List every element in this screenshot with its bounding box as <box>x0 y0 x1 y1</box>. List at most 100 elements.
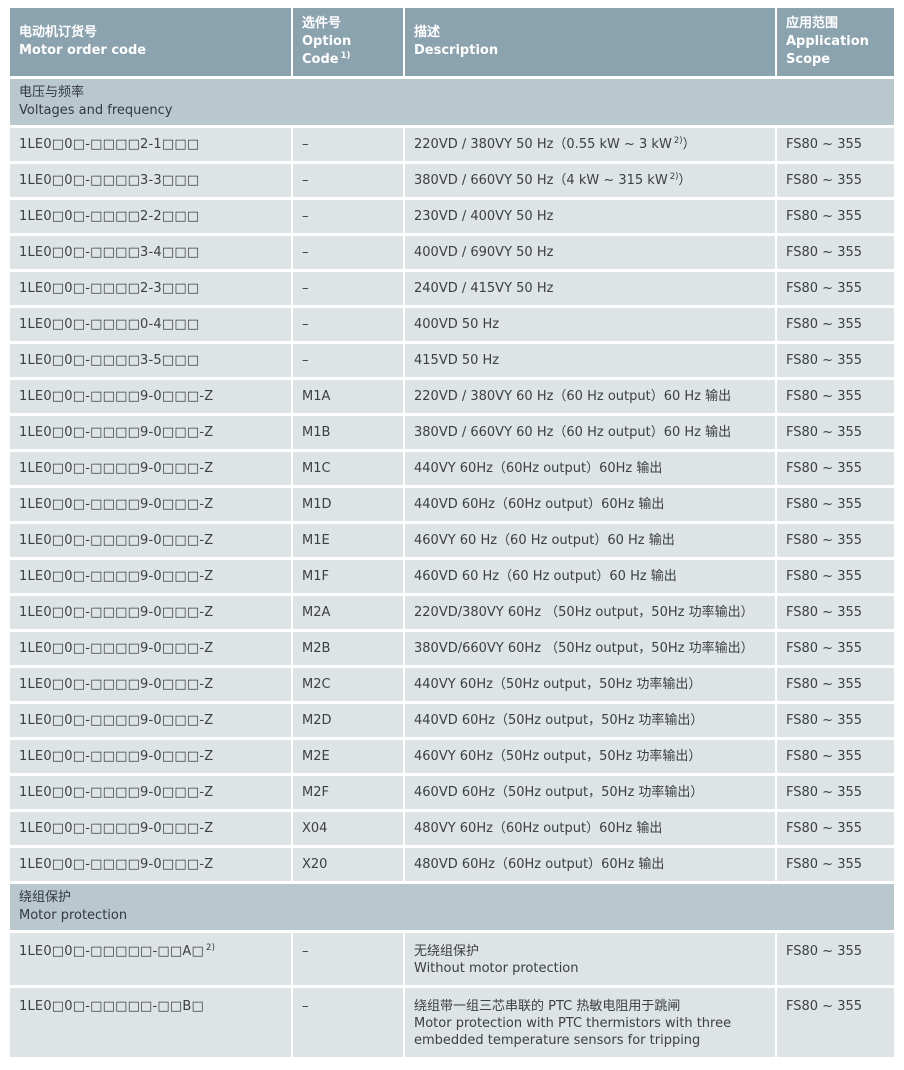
table-row: 1LE0□0□-□□□□9-0□□□-Z M1C 440VY 60Hz（60Hz… <box>10 450 894 488</box>
description-cell: 380VD / 660VY 60 Hz（60 Hz output）60 Hz 输… <box>404 414 777 452</box>
section-title-zh: 电压与频率 <box>19 85 85 100</box>
option-code-cell: M2E <box>292 738 405 776</box>
description-cell: 400VD 50 Hz <box>404 306 777 344</box>
application-scope-cell: FS80 ~ 355 <box>776 198 894 236</box>
motor-order-table: 电动机订货号 Motor order code 选件号 Option Code 1… <box>10 8 894 1060</box>
section-title-en: Voltages and frequency <box>19 103 173 118</box>
application-scope-cell: FS80 ~ 355 <box>776 414 894 452</box>
description-cell: 220VD / 380VY 60 Hz（60 Hz output）60 Hz 输… <box>404 378 777 416</box>
description-cell: 380VD/660VY 60Hz （50Hz output，50Hz 功率输出） <box>404 630 777 668</box>
description-cell: 440VD 60Hz（60Hz output）60Hz 输出 <box>404 486 777 524</box>
option-code-cell: M1F <box>292 558 405 596</box>
description-cell: 440VY 60Hz（50Hz output，50Hz 功率输出） <box>404 666 777 704</box>
description-cell: 220VD/380VY 60Hz （50Hz output，50Hz 功率输出） <box>404 594 777 632</box>
application-scope-cell: FS80 ~ 355 <box>776 126 894 164</box>
application-scope-cell: FS80 ~ 355 <box>776 931 894 988</box>
application-scope-cell: FS80 ~ 355 <box>776 986 894 1060</box>
table-row: 1LE0□0□-□□□□□-□□B□ – 绕组带一组三芯串联的 PTC 热敏电阻… <box>10 986 894 1060</box>
description-cell: 380VD / 660VY 50 Hz（4 kW ~ 315 kW 2)） <box>404 162 777 200</box>
option-code-cell: – <box>292 234 405 272</box>
order-code-cell: 1LE0□0□-□□□□□-□□A□ 2) <box>10 931 293 988</box>
application-scope-cell: FS80 ~ 355 <box>776 270 894 308</box>
section-header-row: 绕组保护 Motor protection <box>10 882 894 933</box>
section-header-row: 电压与频率 Voltages and frequency <box>10 77 894 128</box>
order-code-cell: 1LE0□0□-□□□□9-0□□□-Z <box>10 702 293 740</box>
header-zh: 电动机订货号 <box>19 25 98 40</box>
option-code-cell: – <box>292 198 405 236</box>
description-cell: 240VD / 415VY 50 Hz <box>404 270 777 308</box>
option-code-cell: M2B <box>292 630 405 668</box>
table-row: 1LE0□0□-□□□□9-0□□□-Z M2C 440VY 60Hz（50Hz… <box>10 666 894 704</box>
description-cell: 460VY 60Hz（50Hz output，50Hz 功率输出） <box>404 738 777 776</box>
table-row: 1LE0□0□-□□□□2-2□□□ – 230VD / 400VY 50 Hz… <box>10 198 894 236</box>
table-row: 1LE0□0□-□□□□3-5□□□ – 415VD 50 Hz FS80 ~ … <box>10 342 894 380</box>
application-scope-cell: FS80 ~ 355 <box>776 666 894 704</box>
application-scope-cell: FS80 ~ 355 <box>776 378 894 416</box>
order-code-cell: 1LE0□0□-□□□□9-0□□□-Z <box>10 378 293 416</box>
application-scope-cell: FS80 ~ 355 <box>776 162 894 200</box>
column-header-description: 描述 Description <box>404 8 777 79</box>
table-row: 1LE0□0□-□□□□9-0□□□-Z M1B 380VD / 660VY 6… <box>10 414 894 452</box>
description-cell: 480VD 60Hz（60Hz output）60Hz 输出 <box>404 846 777 884</box>
description-cell: 220VD / 380VY 50 Hz（0.55 kW ~ 3 kW 2)） <box>404 126 777 164</box>
order-code-cell: 1LE0□0□-□□□□9-0□□□-Z <box>10 486 293 524</box>
table-header-row: 电动机订货号 Motor order code 选件号 Option Code 1… <box>10 8 894 79</box>
option-code-cell: M2C <box>292 666 405 704</box>
description-cell: 230VD / 400VY 50 Hz <box>404 198 777 236</box>
footnote-marker: 1) <box>340 50 351 61</box>
option-code-cell: M1D <box>292 486 405 524</box>
footnote-marker: 2) <box>673 135 683 146</box>
order-code-cell: 1LE0□0□-□□□□9-0□□□-Z <box>10 738 293 776</box>
application-scope-cell: FS80 ~ 355 <box>776 702 894 740</box>
application-scope-cell: FS80 ~ 355 <box>776 846 894 884</box>
option-code-cell: – <box>292 126 405 164</box>
option-code-cell: M2D <box>292 702 405 740</box>
description-cell: 440VY 60Hz（60Hz output）60Hz 输出 <box>404 450 777 488</box>
table-row: 1LE0□0□-□□□□0-4□□□ – 400VD 50 Hz FS80 ~ … <box>10 306 894 344</box>
order-code-cell: 1LE0□0□-□□□□3-5□□□ <box>10 342 293 380</box>
table-row: 1LE0□0□-□□□□9-0□□□-Z X20 480VD 60Hz（60Hz… <box>10 846 894 884</box>
option-code-cell: M1E <box>292 522 405 560</box>
application-scope-cell: FS80 ~ 355 <box>776 630 894 668</box>
order-code-cell: 1LE0□0□-□□□□9-0□□□-Z <box>10 630 293 668</box>
column-header-application-scope: 应用范围 Application Scope <box>776 8 894 79</box>
application-scope-cell: FS80 ~ 355 <box>776 558 894 596</box>
order-code-cell: 1LE0□0□-□□□□□-□□B□ <box>10 986 293 1060</box>
description-cell: 480VY 60Hz（60Hz output）60Hz 输出 <box>404 810 777 848</box>
section-title-zh: 绕组保护 <box>19 890 72 905</box>
application-scope-cell: FS80 ~ 355 <box>776 810 894 848</box>
description-cell: 绕组带一组三芯串联的 PTC 热敏电阻用于跳闸 Motor protection… <box>404 986 777 1060</box>
table-row: 1LE0□0□-□□□□□-□□A□ 2) – 无绕组保护 Without mot… <box>10 931 894 988</box>
order-code-cell: 1LE0□0□-□□□□9-0□□□-Z <box>10 774 293 812</box>
order-code-cell: 1LE0□0□-□□□□9-0□□□-Z <box>10 810 293 848</box>
option-code-cell: M1C <box>292 450 405 488</box>
table-row: 1LE0□0□-□□□□9-0□□□-Z M2E 460VY 60Hz（50Hz… <box>10 738 894 776</box>
table-row: 1LE0□0□-□□□□9-0□□□-Z M1E 460VY 60 Hz（60 … <box>10 522 894 560</box>
option-code-cell: X04 <box>292 810 405 848</box>
option-code-cell: M2F <box>292 774 405 812</box>
header-en: Description <box>414 43 499 58</box>
header-zh: 描述 <box>414 25 441 40</box>
table-row: 1LE0□0□-□□□□9-0□□□-Z M1A 220VD / 380VY 6… <box>10 378 894 416</box>
header-zh: 应用范围 <box>786 16 839 31</box>
table-row: 1LE0□0□-□□□□9-0□□□-Z M2A 220VD/380VY 60H… <box>10 594 894 632</box>
order-code-cell: 1LE0□0□-□□□□9-0□□□-Z <box>10 666 293 704</box>
application-scope-cell: FS80 ~ 355 <box>776 522 894 560</box>
header-en: Option Code 1) <box>302 34 352 67</box>
section-voltages-frequency: 电压与频率 Voltages and frequency <box>10 77 894 128</box>
order-code-cell: 1LE0□0□-□□□□3-3□□□ <box>10 162 293 200</box>
order-code-cell: 1LE0□0□-□□□□9-0□□□-Z <box>10 522 293 560</box>
order-code-cell: 1LE0□0□-□□□□2-1□□□ <box>10 126 293 164</box>
order-code-cell: 1LE0□0□-□□□□9-0□□□-Z <box>10 846 293 884</box>
application-scope-cell: FS80 ~ 355 <box>776 450 894 488</box>
option-code-cell: M2A <box>292 594 405 632</box>
column-header-motor-order-code: 电动机订货号 Motor order code <box>10 8 293 79</box>
table-row: 1LE0□0□-□□□□9-0□□□-Z X04 480VY 60Hz（60Hz… <box>10 810 894 848</box>
description-en: Without motor protection <box>414 961 579 976</box>
footnote-marker: 2) <box>669 171 679 182</box>
application-scope-cell: FS80 ~ 355 <box>776 594 894 632</box>
option-code-cell: – <box>292 986 405 1060</box>
option-code-cell: – <box>292 306 405 344</box>
option-code-cell: X20 <box>292 846 405 884</box>
